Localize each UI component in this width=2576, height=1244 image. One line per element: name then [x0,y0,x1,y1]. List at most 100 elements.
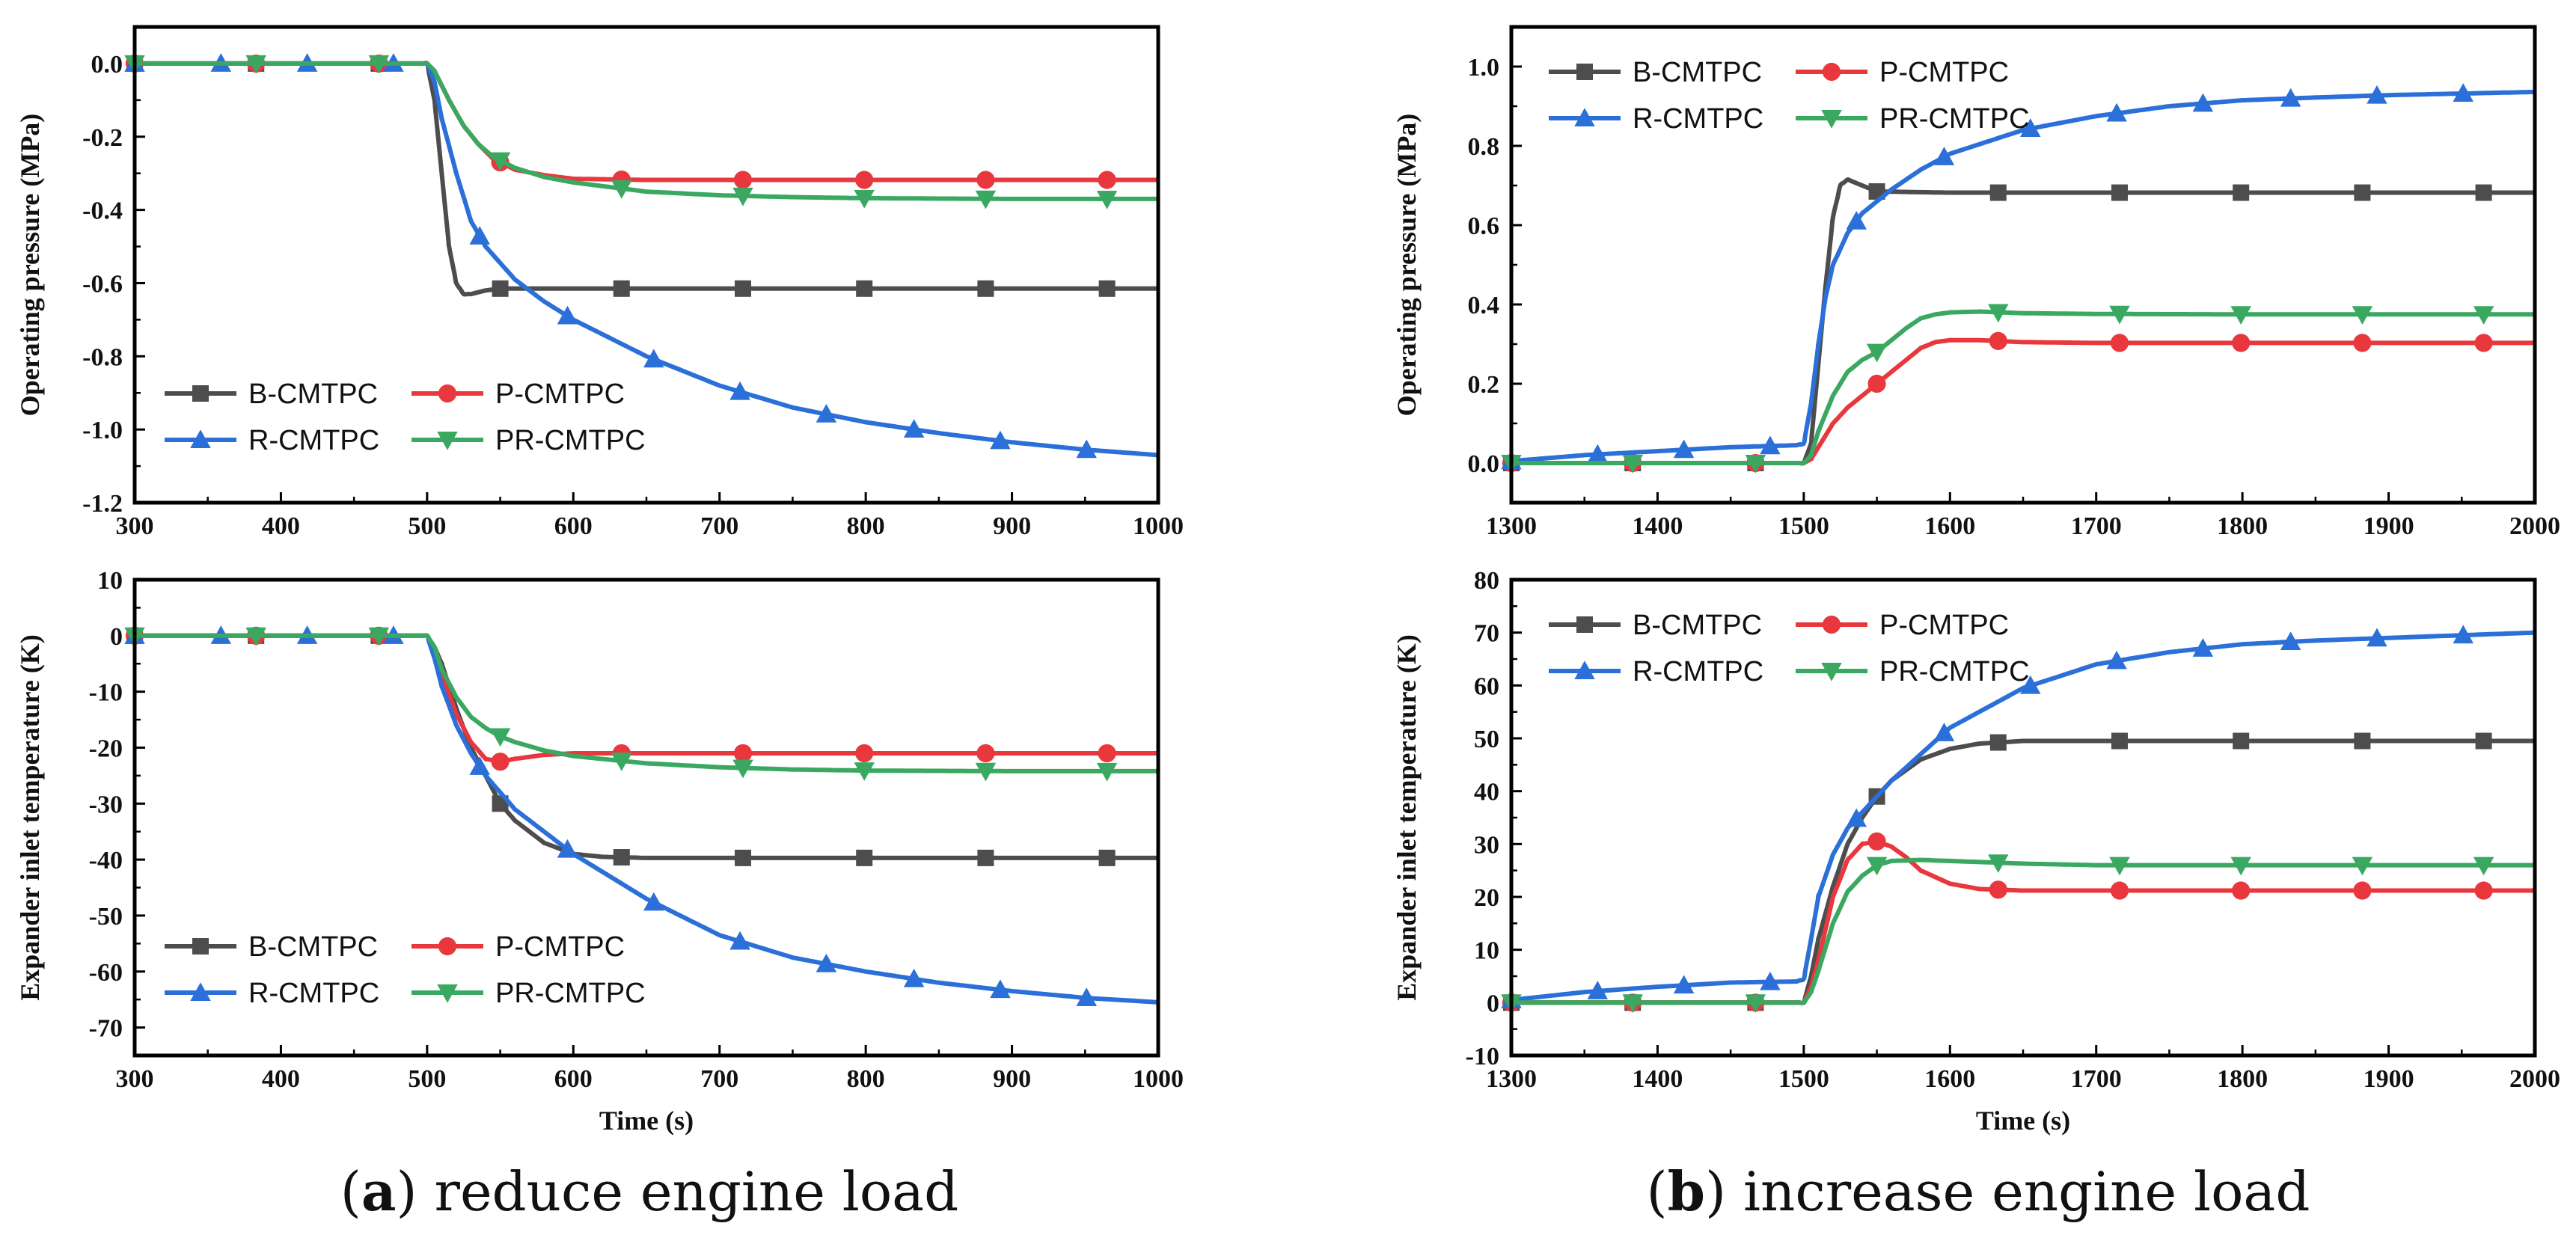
y-axis-label: Expander inlet temperature (K) [15,634,45,1001]
y-tick-label: 0.2 [1468,371,1500,399]
marker-pr-cmtpc [1988,304,2009,323]
y-tick-label: -50 [89,903,123,931]
marker-pr-cmtpc [1622,994,1643,1014]
marker-r-cmtpc [990,979,1011,999]
marker-pr-cmtpc [489,152,511,171]
x-tick-label: 900 [993,512,1031,540]
marker-r-cmtpc [2453,83,2473,102]
plot-frame [132,25,1160,505]
marker-r-cmtpc [2367,85,2387,104]
marker-pr-cmtpc [1866,857,1888,876]
x-tick-label: 700 [700,1065,738,1093]
legend-marker-p-cmtpc [438,384,457,403]
chart-a-pressure: 300 400 500 600 700 800 900 1000 -1.2 -1.0 -0.8 -0.… [15,25,1184,540]
marker-pr-cmtpc [2109,857,2130,876]
marker-b-cmtpc [613,849,630,866]
y-tick-label: 20 [1474,884,1499,912]
legend-marker-p-cmtpc [1822,615,1841,634]
y-tick-label: -0.2 [82,124,123,152]
marker-r-cmtpc [903,419,925,438]
y-axis-label: Operating pressure (MPa) [15,114,45,417]
marker-b-cmtpc [2111,732,2128,750]
marker-p-cmtpc [733,744,753,763]
marker-r-cmtpc [1673,439,1695,459]
series-line-b-cmtpc [1511,177,2535,466]
x-tick-label: 1400 [1632,512,1683,540]
x-tick-label: 2000 [2509,1065,2560,1093]
marker-r-cmtpc [1587,981,1609,999]
y-tick-label: 40 [1474,779,1499,806]
marker-pr-cmtpc [611,180,632,199]
x-tick-label: 2000 [2509,512,2560,540]
marker-pr-cmtpc [1096,762,1118,782]
marker-p-cmtpc [855,171,874,189]
marker-pr-cmtpc [1745,455,1766,474]
marker-p-cmtpc [2353,334,2372,352]
x-tick-label: 900 [993,1065,1031,1093]
marker-b-cmtpc [1098,280,1116,297]
marker-r-cmtpc [2106,102,2127,122]
x-tick-label: 400 [262,1065,300,1093]
marker-r-cmtpc [1760,435,1781,455]
y-tick-label: 1.0 [1468,54,1500,82]
x-tick-label: 1900 [2364,512,2414,540]
marker-b-cmtpc [2475,732,2492,750]
x-axis-label: Time (s) [1976,1106,2070,1136]
legend-marker-p-cmtpc [438,937,457,956]
marker-r-cmtpc [469,756,490,775]
x-tick-label: 700 [700,512,738,540]
y-tick-label: -0.4 [82,197,123,225]
y-tick-label: 0 [110,623,123,651]
legend-marker-pr-cmtpc [1821,110,1842,129]
x-tick-label: 1300 [1486,512,1537,540]
marker-r-cmtpc [2280,88,2301,107]
marker-pr-cmtpc [368,627,390,646]
y-tick-label: -0.8 [82,343,123,371]
legend-label-p-cmtpc: P-CMTPC [1879,610,2009,641]
legend: B-CMTPC P-CMTPC R-CMTPC PR-CMTPC [1549,610,2030,687]
y-tick-label: 0.0 [1468,450,1500,478]
legend-label-pr-cmtpc: PR-CMTPC [495,978,646,1009]
marker-p-cmtpc [1098,171,1116,189]
x-tick-label: 800 [847,1065,885,1093]
marker-p-cmtpc [2474,881,2493,900]
marker-b-cmtpc [2354,184,2371,201]
marker-r-cmtpc [1076,987,1097,1007]
legend-label-r-cmtpc: R-CMTPC [248,978,379,1009]
chart-b-temperature: 1300 1400 1500 1600 1700 1800 1900 2000 -10 0 10 20… [1392,567,2560,1136]
marker-pr-cmtpc [245,55,266,74]
marker-b-cmtpc [977,849,994,866]
marker-r-cmtpc [1076,439,1097,459]
x-tick-label: 1700 [2071,1065,2122,1093]
y-tick-label: -40 [89,847,123,874]
y-tick-label: 60 [1474,672,1499,700]
marker-b-cmtpc [613,280,630,297]
legend-label-r-cmtpc: R-CMTPC [1633,656,1763,687]
x-tick-label: 1800 [2217,512,2268,540]
marker-pr-cmtpc [2109,305,2130,325]
x-tick-label: 800 [847,512,885,540]
legend-marker-r-cmtpc [190,982,211,1001]
marker-r-cmtpc [2106,650,2127,670]
marker-p-cmtpc [976,744,995,763]
caption-b: (b) increase engine load [1647,1159,2310,1223]
marker-p-cmtpc [1098,744,1116,763]
marker-r-cmtpc [990,430,1011,450]
legend-label-b-cmtpc: B-CMTPC [248,931,378,963]
x-tick-label: 1900 [2364,1065,2414,1093]
x-tick-label: 500 [408,1065,446,1093]
caption-b-text: increase engine load [1726,1160,2310,1223]
marker-pr-cmtpc [2352,857,2373,876]
marker-p-cmtpc [2232,334,2251,352]
marker-pr-cmtpc [854,189,875,209]
series-line-b-cmtpc [135,633,1158,860]
caption-b-label: b [1668,1159,1705,1223]
marker-p-cmtpc [1867,374,1886,393]
chart-panels: 300 400 500 600 700 800 900 1000-1.2-1.0-0.8-0.… [15,25,2560,1136]
legend-label-pr-cmtpc: PR-CMTPC [1879,103,2030,135]
plot-frame [1509,577,2537,1058]
marker-pr-cmtpc [732,187,753,206]
marker-pr-cmtpc [732,759,753,779]
marker-b-cmtpc [2111,184,2128,201]
y-tick-label: -10 [1466,1043,1499,1070]
